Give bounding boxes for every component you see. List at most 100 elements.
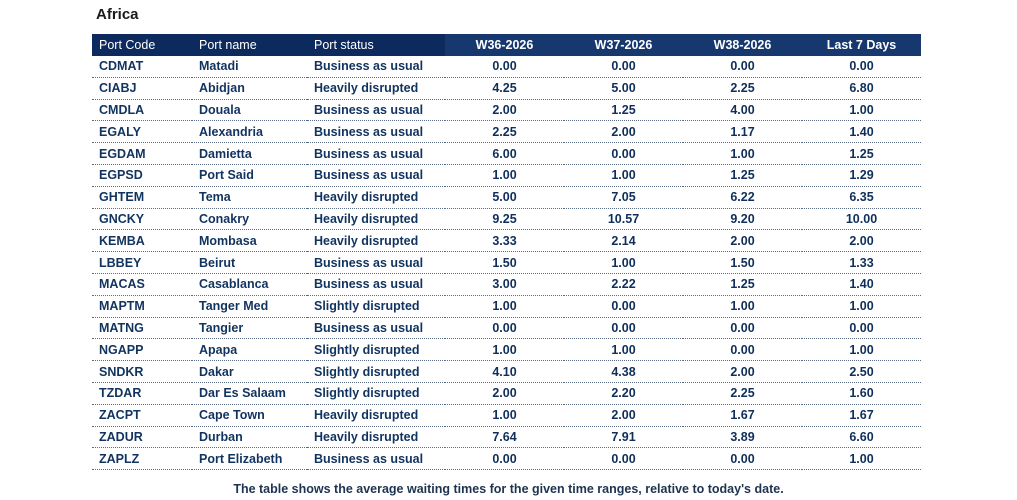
port-code-cell: EGDAM (92, 142, 192, 165)
w36-value-cell: 3.00 (445, 273, 564, 296)
w36-value-cell: 2.00 (445, 382, 564, 405)
last-7-days-value-cell: 1.00 (802, 338, 921, 362)
last-7-days-value-cell: 1.25 (802, 142, 921, 165)
port-name-cell: Tema (192, 186, 307, 209)
port-code-cell: ZACPT (92, 404, 192, 427)
table-row: ZAPLZ Port Elizabeth Business as usual 0.00… (92, 447, 921, 471)
column-header-last-7-days[interactable]: Last 7 Days (802, 34, 921, 56)
port-code-cell: SNDKR (92, 360, 192, 383)
column-header-w38[interactable]: W38-2026 (683, 34, 802, 56)
w36-value-cell: 1.00 (445, 295, 564, 318)
port-status-cell: Business as usual (307, 99, 445, 122)
port-code-cell: MAPTM (92, 295, 192, 318)
column-header-w37[interactable]: W37-2026 (564, 34, 683, 56)
w36-value-cell: 1.00 (445, 338, 564, 362)
port-code-cell: TZDAR (92, 382, 192, 405)
port-code-cell: GHTEM (92, 186, 192, 209)
region-title: Africa (96, 6, 139, 23)
port-code-cell: KEMBA (92, 229, 192, 253)
w38-value-cell: 2.00 (683, 360, 802, 383)
w38-value-cell: 3.89 (683, 426, 802, 449)
w38-value-cell: 1.25 (683, 273, 802, 296)
port-status-cell: Heavily disrupted (307, 229, 445, 253)
table-header-row: Port Code Port name Port status W36-2026… (92, 34, 921, 56)
w37-value-cell: 2.00 (564, 120, 683, 144)
table-row: EGDAM Damietta Business as usual 6.00 0.00 1.… (92, 142, 921, 165)
last-7-days-value-cell: 0.00 (802, 56, 921, 78)
port-status-cell: Heavily disrupted (307, 77, 445, 100)
w36-value-cell: 1.00 (445, 404, 564, 427)
last-7-days-value-cell: 10.00 (802, 208, 921, 231)
port-status-cell: Business as usual (307, 142, 445, 165)
w37-value-cell: 1.00 (564, 338, 683, 362)
port-code-cell: GNCKY (92, 208, 192, 231)
column-header-w36[interactable]: W36-2026 (445, 34, 564, 56)
w38-value-cell: 4.00 (683, 99, 802, 122)
w38-value-cell: 2.25 (683, 77, 802, 100)
table-row: EGALY Alexandria Business as usual 2.25 2.00… (92, 120, 921, 144)
last-7-days-value-cell: 1.00 (802, 295, 921, 318)
w37-value-cell: 2.22 (564, 273, 683, 296)
w38-value-cell: 0.00 (683, 317, 802, 340)
last-7-days-value-cell: 1.40 (802, 273, 921, 296)
last-7-days-value-cell: 1.67 (802, 404, 921, 427)
column-header-port-status[interactable]: Port status (307, 34, 445, 56)
column-header-port-code[interactable]: Port Code (92, 34, 192, 56)
port-name-cell: Apapa (192, 338, 307, 362)
w36-value-cell: 1.50 (445, 251, 564, 274)
port-status-cell: Business as usual (307, 251, 445, 274)
w38-value-cell: 0.00 (683, 447, 802, 471)
w36-value-cell: 9.25 (445, 208, 564, 231)
table-row: KEMBA Mombasa Heavily disrupted 3.33 2.14 2.0… (92, 229, 921, 253)
port-name-cell: Douala (192, 99, 307, 122)
w38-value-cell: 1.67 (683, 404, 802, 427)
port-name-cell: Tanger Med (192, 295, 307, 318)
last-7-days-value-cell: 2.50 (802, 360, 921, 383)
last-7-days-value-cell: 1.00 (802, 447, 921, 471)
port-name-cell: Port Elizabeth (192, 447, 307, 471)
port-name-cell: Damietta (192, 142, 307, 165)
table-row: MAPTM Tanger Med Slightly disrupted 1.00 0.0… (92, 295, 921, 318)
table-row: NGAPP Apapa Slightly disrupted 1.00 1.00 0.00… (92, 338, 921, 362)
port-code-cell: NGAPP (92, 338, 192, 362)
w37-value-cell: 1.25 (564, 99, 683, 122)
table-row: GHTEM Tema Heavily disrupted 5.00 7.05 6.22 6.… (92, 186, 921, 209)
column-header-port-name[interactable]: Port name (192, 34, 307, 56)
last-7-days-value-cell: 1.60 (802, 382, 921, 405)
table-row: CDMAT Matadi Business as usual 0.00 0.00 0.00… (92, 56, 921, 78)
port-code-cell: ZADUR (92, 426, 192, 449)
w37-value-cell: 7.05 (564, 186, 683, 209)
port-status-cell: Business as usual (307, 273, 445, 296)
w38-value-cell: 2.25 (683, 382, 802, 405)
port-status-cell: Slightly disrupted (307, 382, 445, 405)
table-row: SNDKR Dakar Slightly disrupted 4.10 4.38 2.00… (92, 360, 921, 383)
port-name-cell: Port Said (192, 164, 307, 187)
table-row: MATNG Tangier Business as usual 0.00 0.00 0.0… (92, 317, 921, 340)
w37-value-cell: 2.00 (564, 404, 683, 427)
w37-value-cell: 0.00 (564, 317, 683, 340)
w36-value-cell: 3.33 (445, 229, 564, 253)
w38-value-cell: 2.00 (683, 229, 802, 253)
w36-value-cell: 5.00 (445, 186, 564, 209)
port-name-cell: Dakar (192, 360, 307, 383)
w38-value-cell: 1.25 (683, 164, 802, 187)
w38-value-cell: 0.00 (683, 56, 802, 78)
w36-value-cell: 1.00 (445, 164, 564, 187)
table-row: GNCKY Conakry Heavily disrupted 9.25 10.57 9.… (92, 208, 921, 231)
last-7-days-value-cell: 1.29 (802, 164, 921, 187)
port-name-cell: Beirut (192, 251, 307, 274)
table-row: EGPSD Port Said Business as usual 1.00 1.00 1… (92, 164, 921, 187)
table-body: CDMAT Matadi Business as usual 0.00 0.00 0.00… (92, 56, 921, 471)
port-status-cell: Business as usual (307, 120, 445, 144)
port-status-cell: Business as usual (307, 56, 445, 78)
port-code-cell: ZAPLZ (92, 447, 192, 471)
port-status-cell: Heavily disrupted (307, 404, 445, 427)
w37-value-cell: 1.00 (564, 251, 683, 274)
port-code-cell: MATNG (92, 317, 192, 340)
table-row: CIABJ Abidjan Heavily disrupted 4.25 5.00 2.2… (92, 77, 921, 100)
port-name-cell: Casablanca (192, 273, 307, 296)
port-status-cell: Heavily disrupted (307, 426, 445, 449)
port-code-cell: CIABJ (92, 77, 192, 100)
w38-value-cell: 1.17 (683, 120, 802, 144)
w37-value-cell: 10.57 (564, 208, 683, 231)
